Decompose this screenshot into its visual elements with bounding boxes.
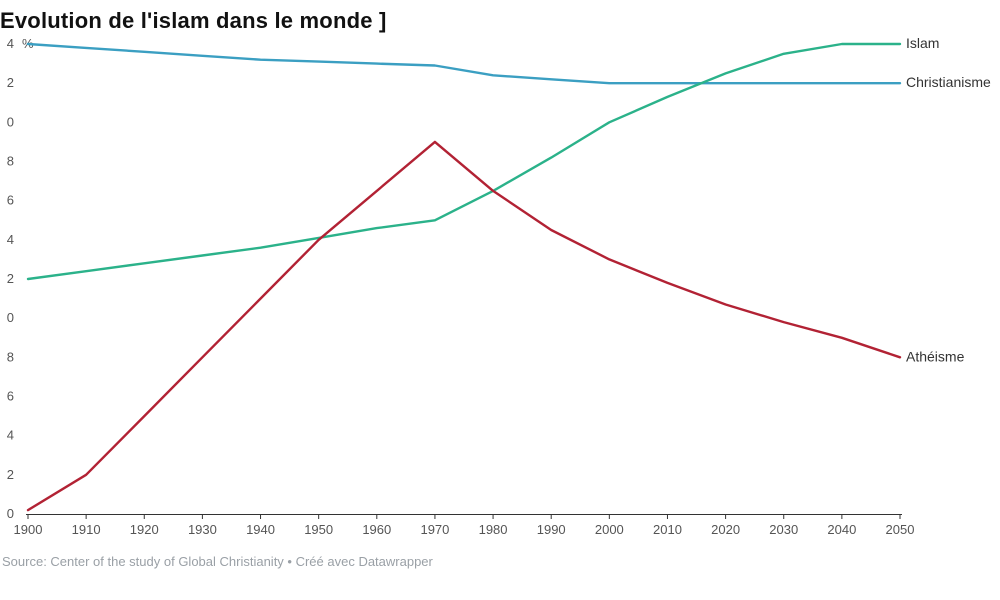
source-text: Source: Center of the study of Global Ch… bbox=[0, 554, 1000, 569]
x-tick-label: 1950 bbox=[304, 522, 333, 537]
line-chart-svg: 0246802468024%19001910192019301940195019… bbox=[0, 34, 1000, 554]
y-tick-label: 6 bbox=[7, 193, 14, 208]
x-tick-label: 1970 bbox=[420, 522, 449, 537]
x-tick-label: 1920 bbox=[130, 522, 159, 537]
series-label-christianisme: Christianisme bbox=[906, 74, 991, 90]
y-tick-label: 4 bbox=[7, 232, 14, 247]
series-line-christianisme bbox=[28, 44, 900, 83]
x-tick-label: 1980 bbox=[479, 522, 508, 537]
series-label-islam: Islam bbox=[906, 35, 939, 51]
series-line-islam bbox=[28, 44, 900, 279]
y-tick-label: 2 bbox=[7, 75, 14, 90]
chart-title: Evolution de l'islam dans le monde ] bbox=[0, 0, 1000, 34]
x-tick-label: 1910 bbox=[72, 522, 101, 537]
x-tick-label: 1900 bbox=[14, 522, 43, 537]
y-tick-label: 2 bbox=[7, 271, 14, 286]
chart-area: 0246802468024%19001910192019301940195019… bbox=[0, 34, 1000, 554]
y-tick-label: 4 bbox=[7, 428, 14, 443]
y-tick-label: 2 bbox=[7, 467, 14, 482]
x-tick-label: 1960 bbox=[362, 522, 391, 537]
x-tick-label: 2030 bbox=[769, 522, 798, 537]
y-tick-label: 8 bbox=[7, 349, 14, 364]
x-tick-label: 1940 bbox=[246, 522, 275, 537]
y-tick-label: 0 bbox=[7, 114, 14, 129]
series-label-athéisme: Athéisme bbox=[906, 348, 965, 364]
x-tick-label: 1990 bbox=[537, 522, 566, 537]
x-tick-label: 2020 bbox=[711, 522, 740, 537]
x-tick-label: 2010 bbox=[653, 522, 682, 537]
y-tick-label: 8 bbox=[7, 154, 14, 169]
y-tick-label: 0 bbox=[7, 310, 14, 325]
x-tick-label: 2000 bbox=[595, 522, 624, 537]
series-line-athéisme bbox=[28, 142, 900, 510]
x-tick-label: 2050 bbox=[886, 522, 915, 537]
x-tick-label: 2040 bbox=[827, 522, 856, 537]
y-tick-label: 4 bbox=[7, 36, 14, 51]
y-tick-label: 6 bbox=[7, 389, 14, 404]
y-tick-label: 0 bbox=[7, 506, 14, 521]
x-tick-label: 1930 bbox=[188, 522, 217, 537]
